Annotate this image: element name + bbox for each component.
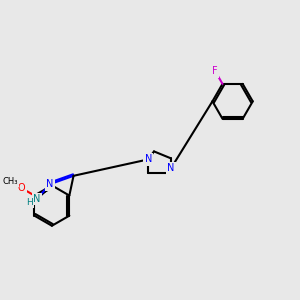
Text: F: F <box>212 66 218 76</box>
Text: O: O <box>18 183 26 193</box>
Text: H: H <box>26 198 32 207</box>
Text: N: N <box>145 154 152 164</box>
Text: N: N <box>33 194 40 204</box>
Text: N: N <box>46 179 53 189</box>
Text: N: N <box>167 164 175 173</box>
Text: CH₃: CH₃ <box>2 177 17 186</box>
